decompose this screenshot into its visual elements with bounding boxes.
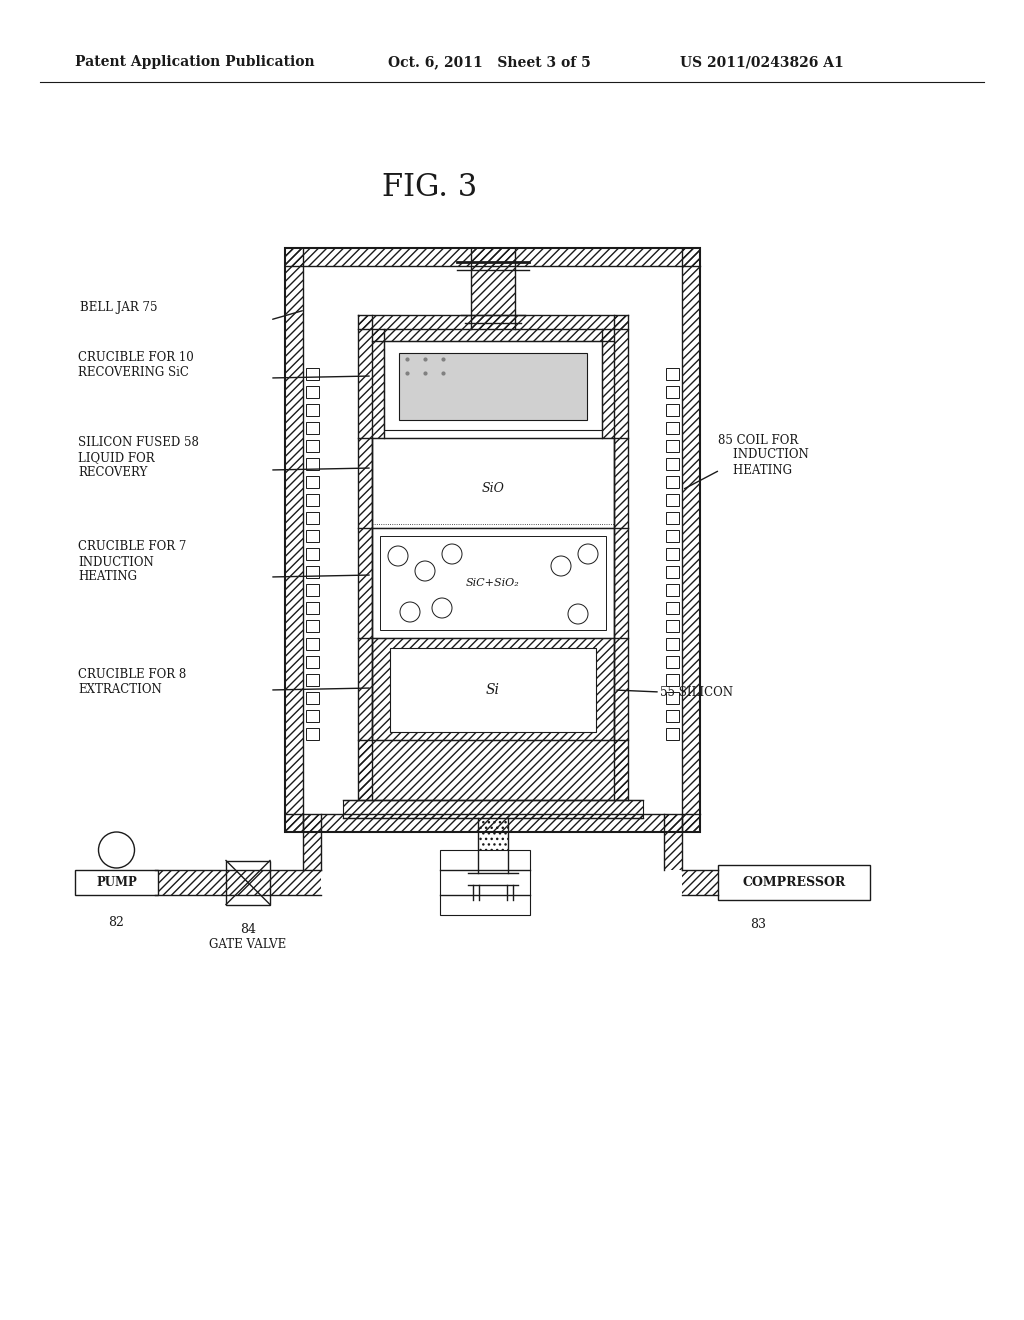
Bar	[440, 850, 530, 915]
Bar	[306, 368, 319, 380]
Bar	[306, 458, 319, 470]
Bar	[614, 315, 628, 800]
Text: CRUCIBLE FOR 7
INDUCTION
HEATING: CRUCIBLE FOR 7 INDUCTION HEATING	[78, 540, 186, 583]
Bar	[306, 729, 319, 741]
Bar	[285, 248, 303, 832]
Bar	[718, 865, 870, 900]
Text: 82: 82	[109, 916, 125, 929]
Bar	[666, 729, 679, 741]
Bar	[303, 814, 321, 870]
Text: CRUCIBLE FOR 10
RECOVERING SiC: CRUCIBLE FOR 10 RECOVERING SiC	[78, 351, 194, 379]
Bar	[666, 368, 679, 380]
Bar	[306, 602, 319, 614]
Bar	[306, 512, 319, 524]
Bar	[155, 870, 321, 895]
Text: PUMP: PUMP	[96, 876, 137, 888]
Text: US 2011/0243826 A1: US 2011/0243826 A1	[680, 55, 844, 69]
Bar	[306, 422, 319, 434]
Bar	[399, 352, 587, 420]
Bar	[306, 566, 319, 578]
Bar	[306, 638, 319, 649]
Bar	[471, 248, 515, 329]
Text: Oct. 6, 2011   Sheet 3 of 5: Oct. 6, 2011 Sheet 3 of 5	[388, 55, 591, 69]
Bar	[468, 873, 518, 884]
Bar	[666, 477, 679, 488]
Bar	[666, 440, 679, 451]
Bar	[666, 458, 679, 470]
Bar	[226, 861, 270, 904]
Bar	[306, 692, 319, 704]
Bar	[372, 329, 384, 438]
Text: SILICON FUSED 58
LIQUID FOR
RECOVERY: SILICON FUSED 58 LIQUID FOR RECOVERY	[78, 437, 199, 479]
Bar	[358, 741, 628, 800]
Bar	[372, 528, 614, 638]
Bar	[306, 385, 319, 399]
Bar	[666, 531, 679, 543]
Bar	[666, 602, 679, 614]
Bar	[666, 638, 679, 649]
Bar	[358, 315, 628, 329]
Bar	[507, 884, 513, 900]
Bar	[666, 620, 679, 632]
Bar	[343, 800, 643, 818]
Bar	[306, 531, 319, 543]
Bar	[358, 315, 372, 800]
Bar	[664, 814, 682, 870]
Bar	[372, 638, 614, 741]
Bar	[390, 648, 596, 733]
Text: Si: Si	[486, 682, 500, 697]
Text: 84: 84	[240, 923, 256, 936]
Bar	[306, 656, 319, 668]
Text: COMPRESSOR: COMPRESSOR	[742, 876, 846, 888]
Bar	[682, 870, 718, 895]
Text: 83: 83	[750, 919, 766, 932]
Bar	[306, 548, 319, 560]
Bar	[372, 329, 614, 341]
Bar	[473, 884, 479, 900]
Bar	[666, 656, 679, 668]
Bar	[666, 422, 679, 434]
Bar	[285, 248, 700, 267]
Bar	[306, 494, 319, 506]
Bar	[306, 710, 319, 722]
Bar	[666, 494, 679, 506]
Bar	[372, 638, 614, 741]
Bar	[666, 548, 679, 560]
Text: Patent Application Publication: Patent Application Publication	[75, 55, 314, 69]
Text: GATE VALVE: GATE VALVE	[209, 939, 287, 950]
Bar	[666, 385, 679, 399]
Bar	[380, 536, 606, 630]
Bar	[285, 248, 700, 832]
Text: SiO: SiO	[481, 482, 505, 495]
Bar	[666, 512, 679, 524]
Bar	[666, 675, 679, 686]
Bar	[75, 870, 158, 895]
Bar	[666, 404, 679, 416]
Bar	[285, 814, 700, 832]
Bar	[478, 818, 508, 873]
Bar	[306, 675, 319, 686]
Bar	[306, 404, 319, 416]
Bar	[306, 477, 319, 488]
Bar	[306, 440, 319, 451]
Bar	[602, 329, 614, 438]
Text: CRUCIBLE FOR 8
EXTRACTION: CRUCIBLE FOR 8 EXTRACTION	[78, 668, 186, 696]
Bar	[666, 710, 679, 722]
Bar	[306, 583, 319, 597]
Bar	[306, 620, 319, 632]
Bar	[372, 438, 614, 528]
Bar	[384, 341, 602, 430]
Text: BELL JAR 75: BELL JAR 75	[80, 301, 158, 314]
Text: 85 COIL FOR
    INDUCTION
    HEATING: 85 COIL FOR INDUCTION HEATING	[718, 433, 809, 477]
Bar	[666, 583, 679, 597]
Bar	[666, 566, 679, 578]
Text: FIG. 3: FIG. 3	[382, 173, 477, 203]
Text: SiC+SiO₂: SiC+SiO₂	[466, 578, 520, 587]
Bar	[682, 248, 700, 832]
Bar	[666, 692, 679, 704]
Text: 55 SILICON: 55 SILICON	[660, 685, 733, 698]
